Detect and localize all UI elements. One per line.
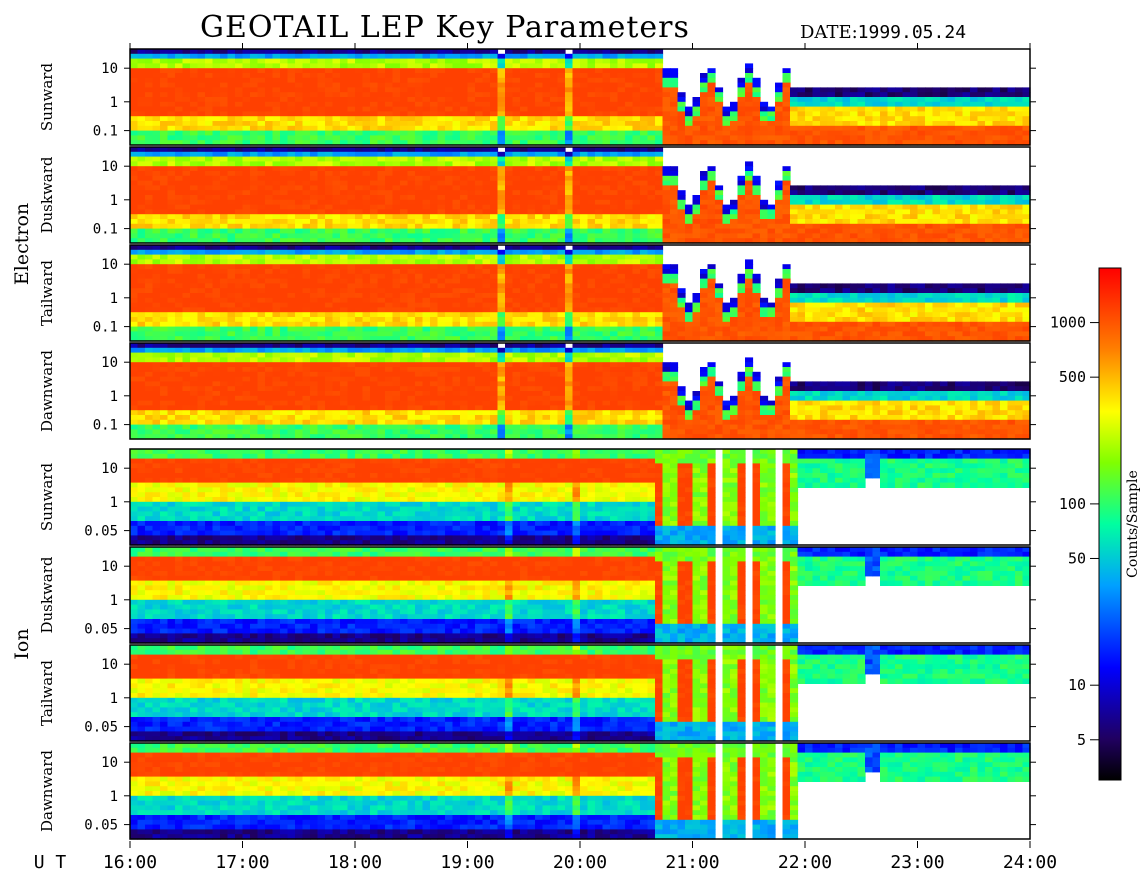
electron-panel-tailward-frame (129, 244, 1031, 342)
ion-panel-tailward (130, 645, 1031, 742)
ion-ytick-label: 10 (101, 461, 118, 477)
electron-panel-duskward-frame (129, 146, 1031, 244)
ion-ytick-label: 10 (101, 755, 118, 771)
colorbar-tick-label: 500 (1059, 368, 1086, 386)
electron-panel-label-duskward: Duskward (38, 156, 56, 233)
ion-ytick-label: 1 (110, 789, 118, 805)
ion-panel-duskward-frame (129, 546, 1031, 644)
ion-ytick-label: 0.05 (84, 622, 118, 638)
colorbar (1098, 267, 1122, 781)
ion-panel-tailward-frame (129, 644, 1031, 742)
electron-ytick-label: 1 (110, 389, 118, 405)
ion-ytick-label: 0.05 (84, 818, 118, 834)
chart-title: GEOTAIL LEP Key Parameters (200, 10, 690, 45)
electron-group-label: Electron (11, 203, 33, 285)
ion-group-label: Ion (11, 628, 33, 659)
electron-ytick-label: 1 (110, 193, 118, 209)
colorbar-tick-label: 1000 (1050, 314, 1086, 332)
ion-panel-label-tailward: Tailward (38, 660, 56, 726)
x-tick-label: 18:00 (328, 852, 382, 873)
ion-panel-label-dawnward: Dawnward (38, 750, 56, 832)
ion-ytick-label: 0.05 (84, 524, 118, 540)
electron-ytick-label: 10 (101, 257, 118, 273)
ion-ytick-label: 1 (110, 691, 118, 707)
electron-panel-dawnward-frame (129, 342, 1031, 440)
colorbar-tick-label: 5 (1077, 731, 1086, 749)
date-value: 1999.05.24 (857, 22, 967, 43)
x-tick-label: 24:00 (1003, 852, 1057, 873)
x-axis-label: U T (34, 852, 67, 873)
electron-ytick-label: 0.1 (93, 222, 118, 238)
electron-panel-label-sunward: Sunward (38, 63, 56, 132)
electron-ytick-label: 10 (101, 159, 118, 175)
electron-panel-dawnward (130, 343, 1031, 440)
ion-panel-label-duskward: Duskward (38, 556, 56, 633)
ion-panel-sunward (130, 449, 1031, 546)
electron-ytick-label: 1 (110, 95, 118, 111)
electron-panel-label-tailward: Tailward (38, 260, 56, 326)
x-tick-label: 23:00 (890, 852, 944, 873)
x-tick-label: 21:00 (665, 852, 719, 873)
electron-panel-duskward (130, 147, 1031, 244)
x-tick-label: 22:00 (778, 852, 832, 873)
x-tick-label: 17:00 (215, 852, 269, 873)
ion-ytick-label: 0.05 (84, 720, 118, 736)
electron-ytick-label: 0.1 (93, 320, 118, 336)
x-tick-label: 19:00 (440, 852, 494, 873)
date-readout: DATE:1999.05.24 (800, 22, 966, 43)
ion-panel-label-sunward: Sunward (38, 463, 56, 532)
x-tick-label: 16:00 (103, 852, 157, 873)
x-tick-label: 20:00 (553, 852, 607, 873)
ion-panel-duskward (130, 547, 1031, 644)
ion-ytick-label: 10 (101, 657, 118, 673)
ion-ytick-label: 1 (110, 495, 118, 511)
date-label: DATE: (800, 22, 858, 43)
electron-ytick-label: 10 (101, 61, 118, 77)
electron-panel-tailward (130, 245, 1031, 342)
ion-ytick-label: 10 (101, 559, 118, 575)
colorbar-tick-label: 10 (1068, 676, 1086, 694)
electron-ytick-label: 1 (110, 291, 118, 307)
electron-ytick-label: 0.1 (93, 418, 118, 434)
ion-panel-dawnward (130, 743, 1031, 840)
ion-panel-sunward-frame (129, 448, 1031, 546)
electron-panel-sunward (130, 49, 1031, 146)
colorbar-tick-label: 50 (1068, 549, 1086, 567)
ion-ytick-label: 1 (110, 593, 118, 609)
colorbar-tick-label: 100 (1059, 495, 1086, 513)
ion-panel-dawnward-frame (129, 742, 1031, 840)
electron-ytick-label: 0.1 (93, 124, 118, 140)
colorbar-label: Counts/Sample (1125, 470, 1141, 578)
electron-ytick-label: 10 (101, 355, 118, 371)
electron-panel-label-dawnward: Dawnward (38, 350, 56, 432)
